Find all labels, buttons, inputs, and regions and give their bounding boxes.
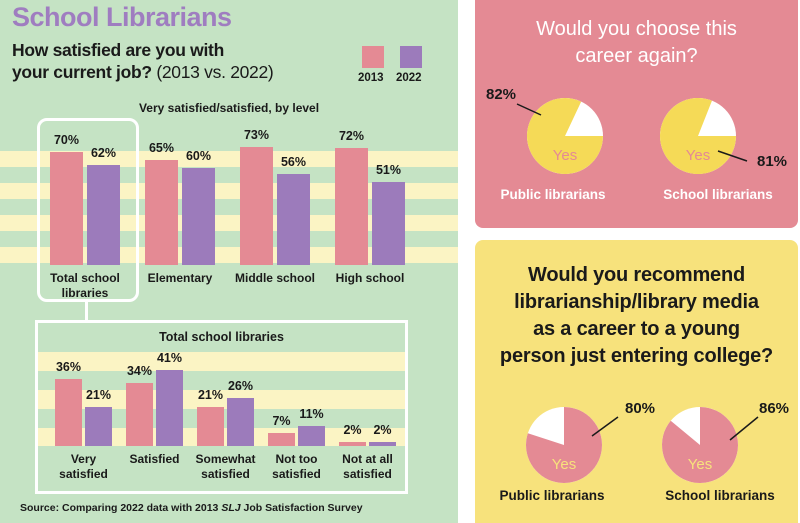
leader-line bbox=[516, 103, 542, 116]
recommend-panel: Would you recommend librarianship/librar… bbox=[475, 240, 798, 523]
pie-percent-label: 82% bbox=[486, 86, 516, 103]
panel-title: School Librarians bbox=[12, 2, 232, 32]
category-label: Not at all satisfied bbox=[342, 452, 393, 481]
bar-2013-2 bbox=[240, 146, 273, 265]
value-label: 41% bbox=[156, 351, 183, 366]
value-label: 2% bbox=[373, 423, 392, 438]
value-label: 65% bbox=[148, 140, 175, 155]
leader-line bbox=[729, 416, 759, 441]
bar-2013-3 bbox=[268, 433, 295, 446]
source-note: Source: Comparing 2022 data with 2013 SL… bbox=[20, 502, 363, 514]
legend-label-2013: 2013 bbox=[358, 72, 384, 84]
value-label: 72% bbox=[338, 129, 365, 144]
bottom-chart-title: Total school libraries bbox=[159, 330, 284, 344]
value-label: 2% bbox=[343, 423, 362, 438]
bar-2022-1 bbox=[156, 370, 183, 446]
title-line: career again? bbox=[575, 45, 698, 67]
question-line-2: your current job? bbox=[12, 62, 152, 82]
value-label: 60% bbox=[185, 148, 212, 163]
category-label: High school bbox=[335, 271, 405, 285]
question-years: (2013 vs. 2022) bbox=[156, 62, 274, 82]
source-suffix: Job Satisfaction Survey bbox=[240, 502, 363, 514]
source-italic: SLJ bbox=[221, 502, 241, 514]
value-label: 70% bbox=[53, 132, 80, 147]
highlight-box-total bbox=[37, 118, 139, 302]
value-label: 62% bbox=[90, 145, 117, 160]
value-label: 26% bbox=[227, 378, 254, 393]
value-label: 21% bbox=[197, 388, 224, 403]
bar-2013-3 bbox=[335, 148, 368, 265]
bar-2022-3 bbox=[372, 182, 405, 265]
pie-yes-slice bbox=[660, 97, 736, 174]
leader-line bbox=[717, 150, 748, 162]
title-line: Would you choose this bbox=[536, 18, 737, 40]
leader-line bbox=[591, 416, 619, 437]
pie-percent-label: 80% bbox=[625, 400, 655, 417]
bar-2013-2 bbox=[197, 407, 224, 446]
source-prefix: Source: Comparing 2022 data with 2013 bbox=[20, 502, 222, 514]
title-line: Would you recommend bbox=[528, 264, 745, 286]
bar-2022-0 bbox=[85, 407, 112, 446]
value-label: 34% bbox=[126, 364, 153, 379]
pie-yes-label: Yes bbox=[688, 456, 712, 473]
bar-2013-1 bbox=[145, 159, 178, 265]
category-label: Not too satisfied bbox=[272, 452, 321, 481]
title-line: librarianship/library media bbox=[514, 291, 759, 313]
title-line: person just entering college? bbox=[499, 345, 774, 367]
value-label: 56% bbox=[280, 155, 307, 170]
title-line: as a career to a young bbox=[533, 318, 740, 340]
pie-yes-slice bbox=[662, 407, 738, 483]
bar-2013-1 bbox=[126, 383, 153, 446]
category-label: Elementary bbox=[147, 271, 213, 285]
pie-label-school: School librarians bbox=[663, 187, 773, 202]
value-label: 7% bbox=[272, 414, 291, 429]
career-again-title: Would you choose this career again? bbox=[475, 16, 798, 70]
top-chart-title: Very satisfied/satisfied, by level bbox=[138, 101, 320, 115]
bar-2022-2 bbox=[227, 397, 254, 446]
satisfaction-question: How satisfied are you with your current … bbox=[12, 39, 274, 83]
category-label: Satisfied bbox=[129, 452, 180, 466]
bar-2022-2 bbox=[277, 174, 310, 265]
bar-2013-0 bbox=[50, 151, 83, 265]
pie-label-public: Public librarians bbox=[499, 488, 605, 503]
category-label: Middle school bbox=[234, 271, 315, 285]
value-label: 21% bbox=[85, 388, 112, 403]
pie-yes-label: Yes bbox=[553, 147, 577, 164]
bar-2013-4 bbox=[339, 442, 366, 446]
category-label: Very satisfied bbox=[59, 452, 108, 481]
band bbox=[38, 352, 405, 371]
recommend-title: Would you recommend librarianship/librar… bbox=[475, 262, 798, 370]
legend-swatch-2013 bbox=[362, 46, 384, 68]
top-bar-chart: 70% 62% Total school libraries 65% 60% Element… bbox=[0, 0, 458, 300]
legend-label-2022: 2022 bbox=[396, 72, 422, 84]
bar-2022-4 bbox=[369, 442, 396, 446]
connector-line bbox=[85, 299, 88, 321]
value-label: 51% bbox=[375, 163, 402, 178]
career-again-panel: Would you choose this career again? Yes 8… bbox=[475, 0, 798, 228]
recommend-pies: Yes 80% Yes 86% bbox=[526, 400, 789, 483]
question-line-1: How satisfied are you with bbox=[12, 40, 224, 60]
pie-percent-label: 86% bbox=[759, 400, 789, 417]
pie-yes-label: Yes bbox=[552, 456, 576, 473]
pie-percent-label: 81% bbox=[757, 153, 787, 170]
category-label: Total school libraries bbox=[50, 271, 120, 300]
pie-yes-slice bbox=[527, 97, 603, 174]
category-label: Somewhat satisfied bbox=[195, 452, 256, 481]
career-again-pies: Yes 82% Yes 81% bbox=[486, 86, 787, 174]
satisfaction-panel: School Librarians How satisfied are you … bbox=[0, 0, 458, 523]
bar-2022-3 bbox=[298, 425, 325, 446]
value-label: 36% bbox=[55, 360, 82, 375]
bar-2022-0 bbox=[87, 164, 120, 265]
detail-box: Total school libraries 36% 21% Very satisfi… bbox=[35, 320, 408, 494]
pie-label-school: School librarians bbox=[665, 488, 775, 503]
value-label: 73% bbox=[243, 127, 270, 142]
pie-yes-slice bbox=[526, 407, 602, 483]
value-label: 11% bbox=[299, 406, 324, 421]
bottom-bar-chart: 36% 21% Very satisfied 34% 41% Satisfied 21% 26%… bbox=[38, 323, 405, 491]
legend-swatch-2022 bbox=[400, 46, 422, 68]
pie-label-public: Public librarians bbox=[500, 187, 606, 202]
bar-2022-1 bbox=[182, 167, 215, 265]
pie-yes-label: Yes bbox=[686, 147, 710, 164]
bar-2013-0 bbox=[55, 379, 82, 446]
